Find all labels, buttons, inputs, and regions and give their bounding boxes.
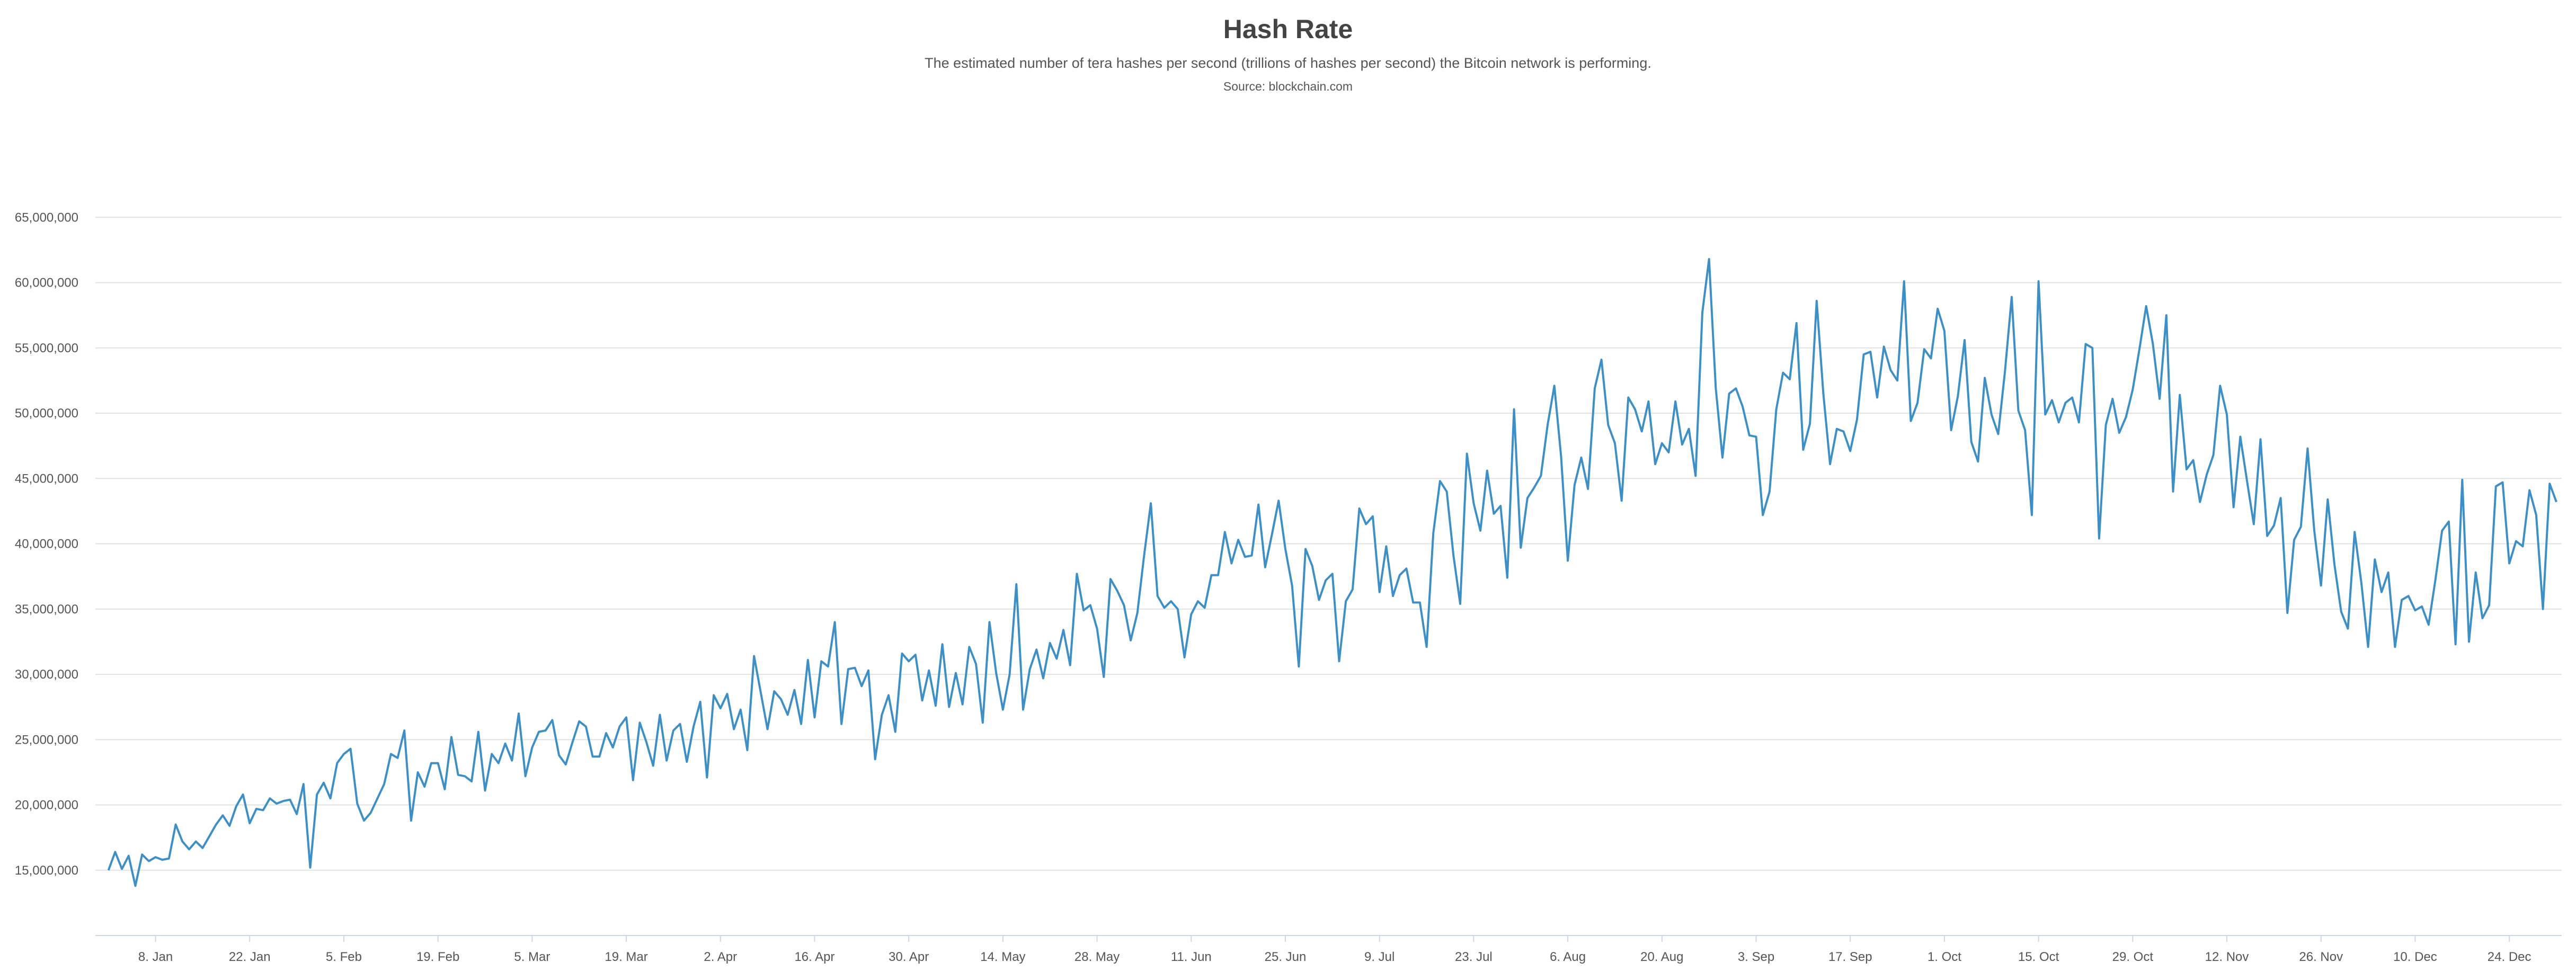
y-tick-label: 45,000,000 <box>15 471 78 486</box>
x-tick-label: 26. Nov <box>2299 950 2343 964</box>
x-tick-label: 23. Jul <box>1455 950 1493 964</box>
y-tick-label: 50,000,000 <box>15 406 78 421</box>
chart-subtitle: The estimated number of tera hashes per … <box>925 55 1651 71</box>
x-tick-label: 14. May <box>980 950 1025 964</box>
x-tick-label: 5. Feb <box>326 950 362 964</box>
x-tick-label: 12. Nov <box>2205 950 2249 964</box>
x-tick-label: 25. Jun <box>1265 950 1307 964</box>
x-tick-label: 17. Sep <box>1828 950 1872 964</box>
x-tick-label: 15. Oct <box>2018 950 2059 964</box>
x-tick-label: 20. Aug <box>1640 950 1683 964</box>
hash-rate-series-line <box>107 258 2557 887</box>
y-tick-label: 55,000,000 <box>15 341 78 355</box>
y-tick-label: 65,000,000 <box>15 210 78 225</box>
grid-lines <box>95 217 2562 871</box>
x-tick-label: 2. Apr <box>704 950 737 964</box>
x-tick-label: 22. Jan <box>229 950 271 964</box>
x-tick-label: 5. Mar <box>514 950 550 964</box>
y-tick-label: 60,000,000 <box>15 276 78 290</box>
y-tick-label: 25,000,000 <box>15 733 78 747</box>
x-tick-label: 16. Apr <box>794 950 834 964</box>
y-axis-ticks: 15,000,000 20,000,000 25,000,000 30,000,000… <box>15 210 78 878</box>
y-tick-label: 20,000,000 <box>15 798 78 813</box>
x-tick-label: 19. Mar <box>605 950 647 964</box>
x-tick-label: 29. Oct <box>2112 950 2154 964</box>
chart-title: Hash Rate <box>1223 14 1353 44</box>
x-tick-label: 1. Oct <box>1927 950 1961 964</box>
x-tick-label: 6. Aug <box>1550 950 1586 964</box>
x-tick-label: 8. Jan <box>138 950 173 964</box>
y-tick-label: 30,000,000 <box>15 667 78 682</box>
x-tick-label: 19. Feb <box>416 950 459 964</box>
x-tick-label: 11. Jun <box>1171 950 1212 964</box>
x-axis-ticks: 8. Jan 22. Jan 5. Feb 19. Feb 5. Mar 19. Mar 2… <box>138 936 2531 964</box>
x-tick-label: 9. Jul <box>1364 950 1394 964</box>
chart-source: Source: blockchain.com <box>1223 79 1353 93</box>
y-tick-label: 40,000,000 <box>15 537 78 551</box>
x-tick-label: 3. Sep <box>1738 950 1774 964</box>
y-tick-label: 15,000,000 <box>15 863 78 878</box>
y-tick-label: 35,000,000 <box>15 602 78 617</box>
x-tick-label: 24. Dec <box>2488 950 2531 964</box>
x-tick-label: 10. Dec <box>2393 950 2437 964</box>
x-tick-label: 28. May <box>1074 950 1120 964</box>
x-tick-label: 30. Apr <box>889 950 929 964</box>
